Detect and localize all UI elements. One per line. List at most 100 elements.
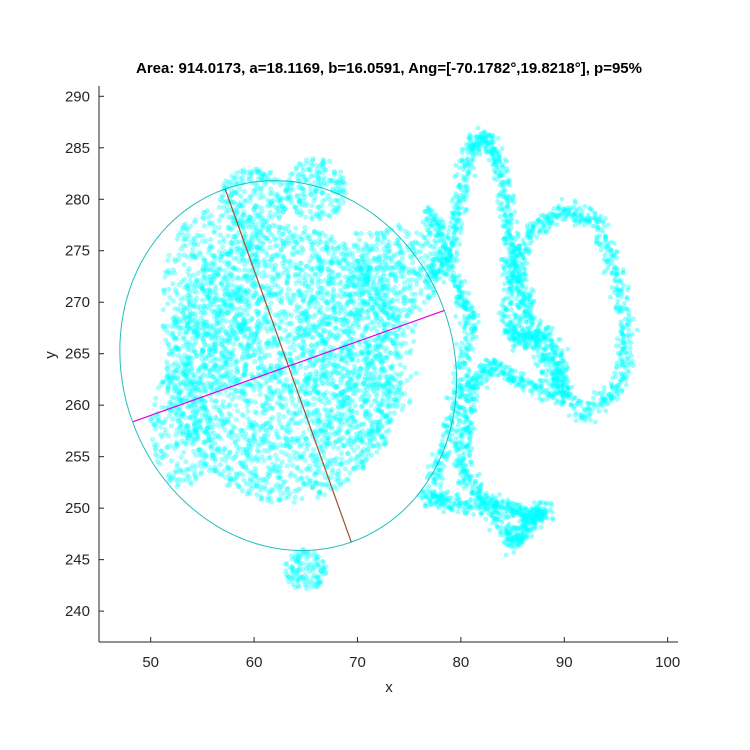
scatter-point: [207, 324, 213, 330]
scatter-point: [398, 274, 404, 280]
scatter-point: [374, 230, 380, 236]
scatter-point: [399, 370, 405, 376]
scatter-point: [267, 202, 273, 208]
scatter-point: [223, 383, 229, 389]
scatter-point: [261, 364, 267, 370]
scatter-point: [245, 312, 251, 318]
scatter-point: [319, 367, 325, 373]
scatter-point: [249, 315, 255, 321]
scatter-point: [233, 417, 239, 423]
scatter-point: [358, 430, 364, 436]
scatter-point: [228, 476, 234, 482]
scatter-point: [230, 276, 236, 282]
scatter-point: [278, 404, 284, 410]
scatter-point: [220, 236, 227, 242]
scatter-point: [396, 373, 402, 379]
scatter-point: [181, 261, 187, 268]
scatter-point: [190, 236, 196, 242]
scatter-point: [299, 434, 305, 440]
scatter-point: [315, 255, 321, 261]
scatter-point: [274, 291, 280, 297]
scatter-point: [367, 259, 373, 265]
scatter-point: [250, 282, 256, 288]
scatter-point: [306, 564, 312, 571]
scatter-point: [340, 265, 346, 271]
scatter-point: [312, 461, 318, 467]
scatter-point: [267, 420, 273, 426]
scatter-point: [301, 187, 307, 193]
scatter-point: [210, 275, 216, 281]
scatter-point: [287, 490, 293, 497]
scatter-point: [184, 225, 190, 231]
scatter-point: [263, 428, 270, 434]
scatter-point: [213, 398, 219, 404]
scatter-point: [185, 232, 191, 238]
scatter-point: [229, 303, 235, 309]
scatter-point: [238, 298, 244, 304]
scatter-point: [456, 210, 461, 216]
scatter-point: [336, 310, 342, 316]
scatter-point: [364, 360, 370, 366]
scatter-point: [358, 266, 364, 272]
scatter-point: [242, 372, 248, 378]
scatter-point: [341, 396, 347, 402]
scatter-point: [239, 354, 246, 360]
scatter-point: [378, 381, 384, 388]
scatter-point: [184, 432, 190, 438]
scatter-point: [294, 165, 300, 171]
scatter-point: [268, 326, 274, 332]
scatter-point: [277, 224, 283, 231]
scatter-point: [185, 344, 191, 350]
scatter-point: [313, 294, 319, 300]
scatter-point: [225, 419, 232, 425]
scatter-point: [333, 335, 339, 341]
scatter-point: [168, 379, 174, 385]
scatter-point: [301, 546, 307, 553]
scatter-point: [234, 377, 240, 383]
scatter-point: [177, 331, 183, 337]
scatter-point: [405, 298, 411, 304]
scatter-point: [264, 345, 270, 351]
scatter-point: [333, 476, 339, 482]
scatter-point: [249, 441, 255, 448]
scatter-point: [344, 300, 350, 306]
scatter-point: [305, 283, 311, 290]
scatter-point: [322, 492, 328, 498]
scatter-point: [268, 362, 274, 368]
scatter-point: [407, 282, 414, 288]
scatter-point: [209, 334, 215, 340]
scatter-point: [163, 416, 169, 422]
scatter-point: [324, 434, 330, 441]
scatter-point: [322, 166, 328, 173]
scatter-point: [226, 465, 232, 471]
scatter-point: [364, 281, 370, 287]
scatter-point: [360, 465, 366, 471]
scatter-point: [268, 425, 274, 431]
scatter-point: [201, 461, 207, 467]
scatter-point: [261, 257, 267, 263]
scatter-point: [334, 472, 340, 478]
scatter-point: [223, 453, 229, 459]
scatter-point: [194, 335, 200, 341]
scatter-point: [387, 379, 393, 385]
scatter-point: [275, 208, 281, 214]
scatter-point: [338, 379, 344, 386]
scatter-point: [272, 291, 278, 297]
scatter-point: [387, 350, 393, 356]
scatter-point: [263, 325, 269, 331]
scatter-point: [179, 438, 185, 444]
scatter-point: [288, 300, 294, 306]
scatter-point: [377, 351, 383, 357]
scatter-point: [220, 315, 226, 321]
scatter-point: [197, 376, 203, 382]
scatter-point: [256, 350, 262, 356]
scatter-point: [396, 225, 402, 231]
scatter-point: [364, 441, 370, 447]
scatter-point: [299, 454, 305, 460]
scatter-point: [183, 329, 189, 335]
scatter-point: [431, 289, 436, 295]
scatter-point: [212, 283, 219, 290]
scatter-point: [287, 300, 293, 306]
scatter-point: [350, 391, 356, 397]
scatter-point: [373, 315, 379, 321]
